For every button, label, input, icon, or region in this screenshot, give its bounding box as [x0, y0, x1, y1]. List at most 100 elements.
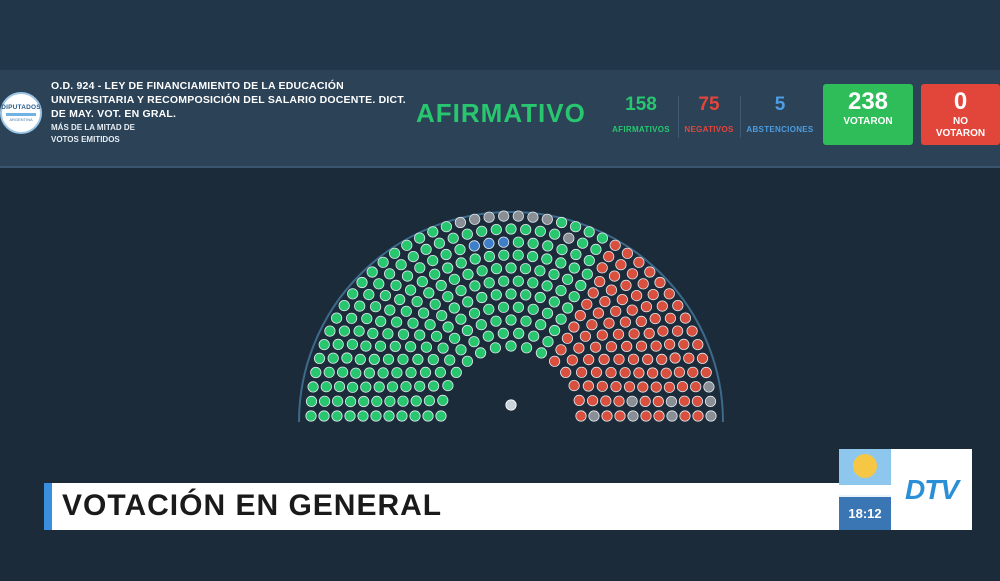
seat [513, 327, 525, 339]
seat [455, 344, 467, 356]
seat [400, 380, 412, 393]
seat [548, 355, 561, 367]
seat [526, 250, 539, 263]
seat [520, 315, 532, 327]
seat [436, 309, 448, 322]
seat [574, 309, 586, 322]
seat [573, 342, 585, 354]
seat [442, 291, 454, 303]
seat [375, 315, 387, 327]
seat [461, 228, 473, 240]
seat [324, 325, 336, 337]
seat [368, 353, 380, 365]
seat [555, 257, 567, 269]
seat [527, 303, 539, 315]
seat [519, 263, 532, 275]
seat [437, 394, 449, 406]
seat [454, 216, 466, 229]
seat [570, 248, 582, 261]
seat [476, 265, 488, 277]
seat [369, 301, 382, 313]
seat [390, 316, 403, 328]
seat [483, 237, 495, 249]
seat [650, 381, 662, 393]
seat [331, 410, 343, 422]
seat [482, 330, 494, 342]
channel-logo-text: DTV [905, 473, 959, 505]
seat [318, 338, 330, 351]
seat [635, 315, 647, 327]
seat [613, 395, 625, 407]
no-votaron-label-line1: NO [953, 116, 968, 127]
seat [568, 291, 580, 303]
majority-rule-line1: MÁS DE LA MITAD DE [51, 123, 135, 132]
seat [569, 221, 582, 233]
votaron-value: 238 [847, 88, 889, 115]
seat [382, 353, 395, 365]
seat [690, 381, 702, 393]
seat [336, 366, 349, 378]
seat [556, 244, 568, 256]
seat [603, 317, 615, 329]
seat [414, 329, 426, 341]
motion-title: O.D. 924 - LEY DE FINANCIAMIENTO DE LA E… [51, 80, 406, 120]
seat [384, 395, 396, 407]
seat [412, 353, 424, 365]
seat [307, 381, 319, 393]
votaron-box: 238 VOTARON [823, 84, 913, 145]
seat [601, 410, 613, 422]
seat [663, 288, 675, 300]
seat [596, 329, 608, 341]
seat [619, 367, 631, 379]
seat [592, 307, 605, 319]
seat [354, 353, 366, 365]
seat [442, 321, 454, 333]
seat [520, 289, 532, 301]
seat [505, 288, 517, 300]
seat [535, 319, 547, 331]
seat [361, 312, 373, 325]
seat [305, 395, 318, 407]
seat [608, 270, 621, 282]
seat [527, 237, 539, 249]
seat [427, 226, 439, 238]
seat [384, 304, 396, 316]
seat [360, 340, 372, 352]
seat [575, 410, 587, 422]
seat [555, 284, 567, 297]
seat [614, 410, 626, 422]
seat [444, 354, 456, 366]
seat [450, 366, 462, 378]
seat [420, 243, 432, 255]
seat [490, 263, 503, 275]
seat [534, 291, 546, 304]
seat [435, 410, 447, 422]
seat [663, 338, 676, 350]
seat [603, 251, 615, 263]
seat [397, 395, 409, 407]
seat [469, 280, 481, 292]
seat [555, 216, 568, 229]
seat [520, 342, 533, 354]
seat [652, 395, 664, 408]
seat [462, 296, 474, 308]
seat [505, 314, 517, 326]
seat [455, 284, 467, 297]
seat [691, 395, 704, 407]
seat [583, 353, 595, 366]
seat [416, 275, 428, 288]
seat [561, 332, 574, 344]
seat [692, 410, 704, 422]
seat [589, 341, 602, 353]
seat [630, 289, 643, 302]
seat [656, 300, 668, 312]
seat [560, 366, 572, 378]
seat [563, 232, 575, 244]
seat [541, 213, 553, 225]
seat [583, 226, 595, 238]
seat [610, 380, 622, 393]
seat [666, 410, 678, 422]
seat [448, 332, 461, 344]
seat [627, 353, 640, 365]
seat [455, 313, 467, 325]
